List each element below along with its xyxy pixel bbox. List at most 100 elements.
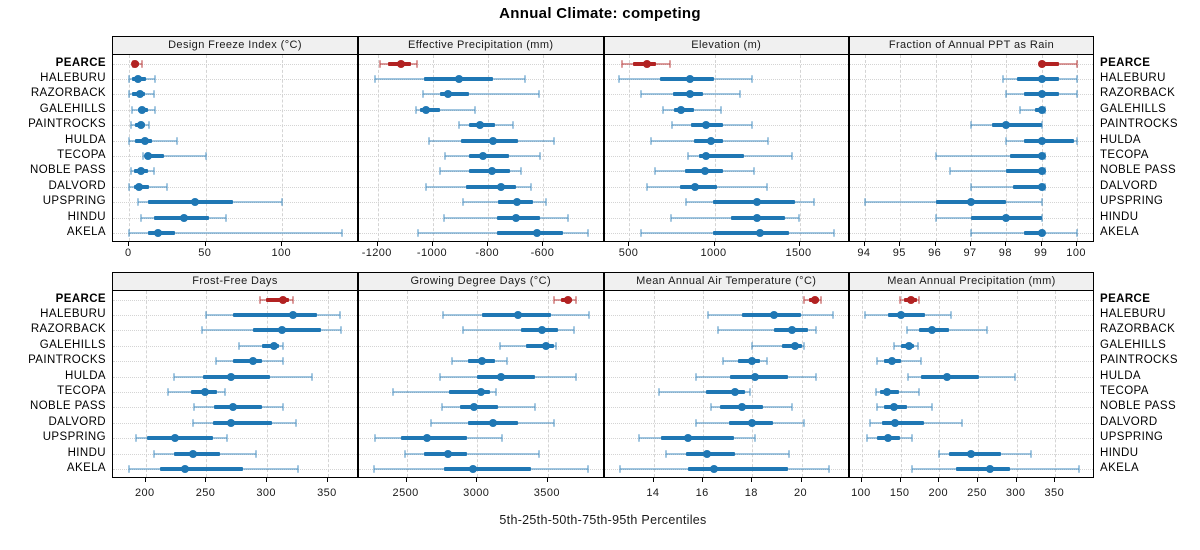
whisker-cap-95th (530, 182, 533, 191)
median-dot (677, 105, 686, 114)
axis-tick-label: 300 (256, 487, 276, 499)
gridline-horizontal (604, 376, 848, 378)
interquartile-bar-25-75 (443, 467, 532, 472)
median-dot (153, 229, 162, 238)
whisker-cap-5th (372, 465, 375, 474)
whisker-cap-5th (751, 341, 754, 350)
interquartile-bar-25-75 (400, 436, 467, 441)
whisker-cap-95th (175, 136, 178, 145)
median-dot (423, 434, 432, 443)
gridline-horizontal (359, 330, 603, 332)
site-label-left: HINDU (67, 210, 106, 223)
gridline-vertical (206, 291, 208, 477)
interquartile-bar-25-75 (448, 390, 490, 395)
median-dot (226, 418, 235, 427)
site-label-left: DALVORD (48, 179, 106, 192)
axis-tick-label: 3000 (463, 487, 490, 499)
axis-tick (546, 478, 548, 482)
gridline-horizontal (850, 438, 1093, 440)
gridline-vertical (1041, 55, 1043, 241)
site-label-right: PAINTROCKS (1100, 354, 1178, 367)
panel-plot (358, 290, 604, 478)
median-dot (882, 388, 891, 397)
site-label-left: NOBLE PASS (29, 400, 106, 413)
whisker-cap-5th (131, 105, 134, 114)
median-dot (702, 121, 711, 130)
whisker-cap-5th (444, 152, 447, 161)
whisker-cap-5th (461, 198, 464, 207)
whisker-cap-95th (815, 372, 818, 381)
whisker-cap-95th (1040, 121, 1043, 130)
axis-tick (204, 242, 206, 246)
axis-tick-label: -1200 (361, 247, 392, 259)
whisker-5-95 (752, 344, 804, 347)
axis-tick (702, 478, 704, 482)
whisker-cap-5th (969, 121, 972, 130)
gridline-horizontal (604, 63, 848, 65)
whisker-cap-5th (620, 59, 623, 68)
whisker-cap-95th (533, 403, 536, 412)
whisker-cap-5th (670, 213, 673, 222)
interquartile-bar-25-75 (1041, 61, 1060, 66)
interquartile-bar-25-75 (202, 374, 270, 379)
gridline-vertical (205, 55, 207, 241)
gridline-horizontal (113, 299, 357, 301)
axis-tick-label: 500 (618, 247, 639, 259)
whisker-cap-5th (128, 182, 131, 191)
site-label-left: AKELA (66, 226, 106, 239)
whisker-5-95 (935, 155, 1046, 158)
site-label-right: GALEHILLS (1100, 338, 1167, 351)
whisker-cap-5th (1005, 136, 1008, 145)
whisker-cap-5th (425, 182, 428, 191)
whisker-cap-95th (815, 326, 818, 335)
site-label-right: PEARCE (1100, 292, 1151, 305)
whisker-cap-95th (918, 295, 921, 304)
whisker-cap-95th (505, 357, 508, 366)
gridline-horizontal (850, 78, 1093, 80)
axis-tick (969, 242, 971, 246)
gridline-horizontal (113, 330, 357, 332)
whisker-cap-5th (205, 310, 208, 319)
whisker-cap-5th (1019, 105, 1022, 114)
gridline-vertical (547, 291, 549, 477)
gridline-horizontal (850, 345, 1093, 347)
panel-plot (849, 290, 1094, 478)
median-dot (685, 74, 694, 83)
interquartile-bar-25-75 (440, 92, 469, 97)
whisker-cap-5th (1005, 90, 1008, 99)
whisker-cap-95th (751, 121, 754, 130)
whisker-cap-95th (917, 341, 920, 350)
median-dot (470, 403, 479, 412)
gridline-horizontal (113, 78, 357, 80)
site-label-left: AKELA (66, 462, 106, 475)
whisker-cap-95th (537, 449, 540, 458)
median-dot (770, 310, 779, 319)
interquartile-bar-25-75 (661, 436, 734, 441)
whisker-cap-95th (586, 229, 589, 238)
axis-tick-label: 350 (317, 487, 337, 499)
site-label-right: UPSPRING (1100, 431, 1164, 444)
whisker-cap-5th (969, 182, 972, 191)
median-dot (943, 372, 951, 381)
gridline-horizontal (113, 171, 357, 173)
median-dot (906, 295, 915, 304)
gridline-horizontal (359, 217, 603, 219)
gridline-horizontal (604, 140, 848, 142)
whisker-cap-95th (1040, 198, 1043, 207)
whisker-cap-5th (373, 434, 376, 443)
site-label-left: PEARCE (55, 292, 106, 305)
site-label-right: NOBLE PASS (1100, 400, 1177, 413)
whisker-cap-95th (281, 357, 284, 366)
axis-tick-label: -600 (530, 247, 555, 259)
whisker-cap-95th (766, 182, 769, 191)
whisker-cap-95th (1076, 59, 1079, 68)
site-label-left: GALEHILLS (39, 102, 106, 115)
site-label-left: GALEHILLS (39, 338, 106, 351)
gridline-horizontal (359, 63, 603, 65)
whisker-5-95 (143, 155, 206, 158)
median-dot (1002, 213, 1011, 222)
median-dot (144, 152, 153, 161)
median-dot (691, 182, 700, 191)
interquartile-bar-25-75 (713, 231, 790, 236)
whisker-cap-5th (686, 152, 689, 161)
